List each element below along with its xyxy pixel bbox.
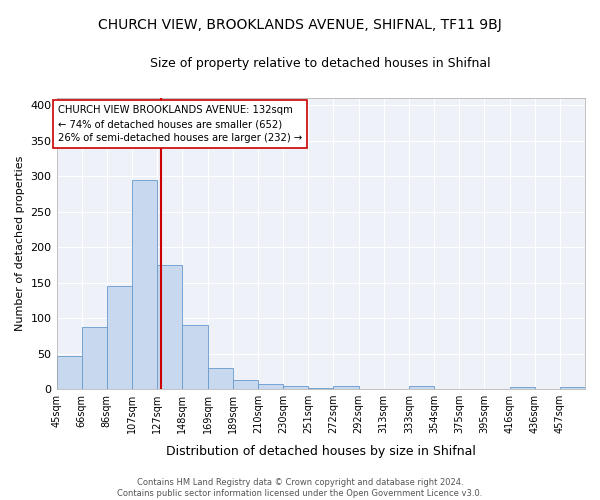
Text: Contains HM Land Registry data © Crown copyright and database right 2024.
Contai: Contains HM Land Registry data © Crown c… (118, 478, 482, 498)
Text: CHURCH VIEW, BROOKLANDS AVENUE, SHIFNAL, TF11 9BJ: CHURCH VIEW, BROOKLANDS AVENUE, SHIFNAL,… (98, 18, 502, 32)
Bar (560, 387, 585, 389)
Title: Size of property relative to detached houses in Shifnal: Size of property relative to detached ho… (151, 58, 491, 70)
Bar (409, 386, 434, 389)
Bar (107, 286, 132, 389)
Y-axis label: Number of detached properties: Number of detached properties (15, 156, 25, 331)
Bar (308, 388, 334, 389)
Bar (56, 356, 82, 389)
Bar (208, 368, 233, 389)
Bar (233, 380, 258, 389)
Bar (334, 386, 359, 389)
Bar (132, 180, 157, 389)
X-axis label: Distribution of detached houses by size in Shifnal: Distribution of detached houses by size … (166, 444, 476, 458)
Text: CHURCH VIEW BROOKLANDS AVENUE: 132sqm
← 74% of detached houses are smaller (652): CHURCH VIEW BROOKLANDS AVENUE: 132sqm ← … (58, 105, 302, 143)
Bar (157, 265, 182, 389)
Bar (258, 384, 283, 389)
Bar (82, 328, 107, 389)
Bar (283, 386, 308, 389)
Bar (509, 387, 535, 389)
Bar (182, 325, 208, 389)
